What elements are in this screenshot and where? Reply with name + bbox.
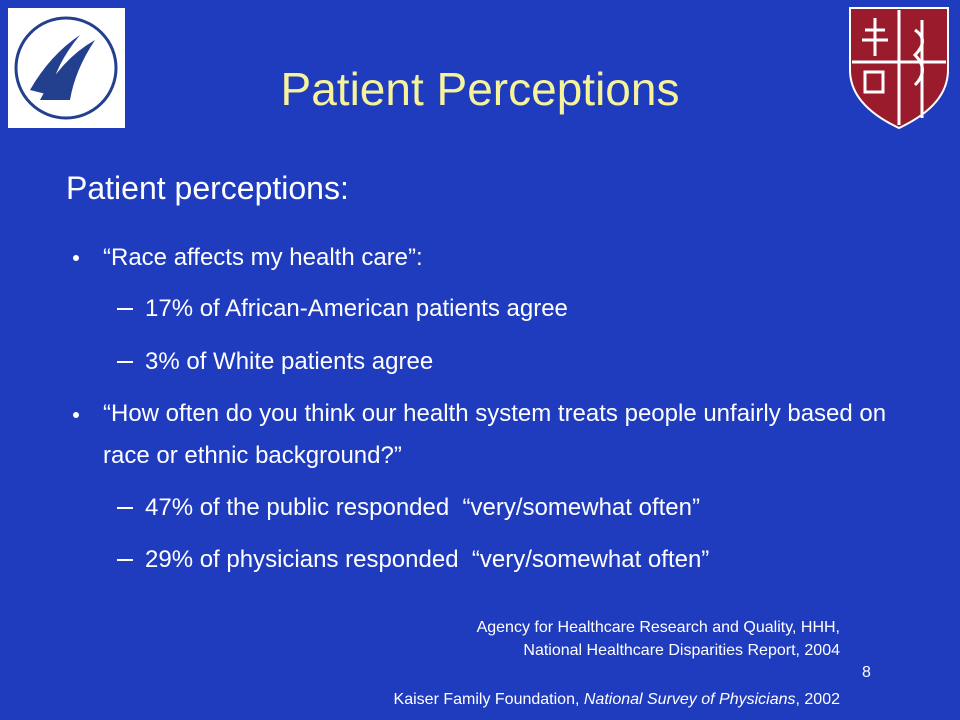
sub-bullet: 47% of the public responded “very/somewh… bbox=[145, 494, 700, 521]
citation: Kaiser Family Foundation, National Surve… bbox=[394, 691, 840, 709]
bullet-dot bbox=[73, 412, 79, 418]
shield-box bbox=[863, 70, 885, 94]
shield-tree bbox=[862, 18, 888, 56]
title: Patient Perceptions bbox=[280, 63, 680, 115]
citation-line: Agency for Healthcare Research and Quali… bbox=[476, 619, 840, 636]
shield-staff bbox=[912, 20, 924, 118]
subtitle: Patient perceptions: bbox=[66, 170, 349, 206]
hhs-ring bbox=[14, 16, 118, 120]
bullet: “Race affects my health care”: bbox=[103, 244, 423, 271]
page-number: 8 bbox=[862, 664, 871, 681]
sub-bullet: 29% of physicians responded “very/somewh… bbox=[145, 546, 710, 573]
citation-part: Kaiser Family Foundation, bbox=[393, 691, 584, 708]
hhs-eagle bbox=[30, 35, 95, 100]
sub-bullet: 17% of African-American patients agree bbox=[145, 295, 568, 322]
bullet: “How often do you think our health syste… bbox=[103, 400, 887, 469]
citation-part: , 2002 bbox=[795, 691, 840, 708]
bullet-dot bbox=[73, 255, 79, 261]
citation-line: National Healthcare Disparities Report, … bbox=[523, 642, 840, 659]
citation-title: National Survey of Physicians bbox=[583, 691, 796, 708]
sub-bullet: 3% of White patients agree bbox=[145, 348, 434, 375]
